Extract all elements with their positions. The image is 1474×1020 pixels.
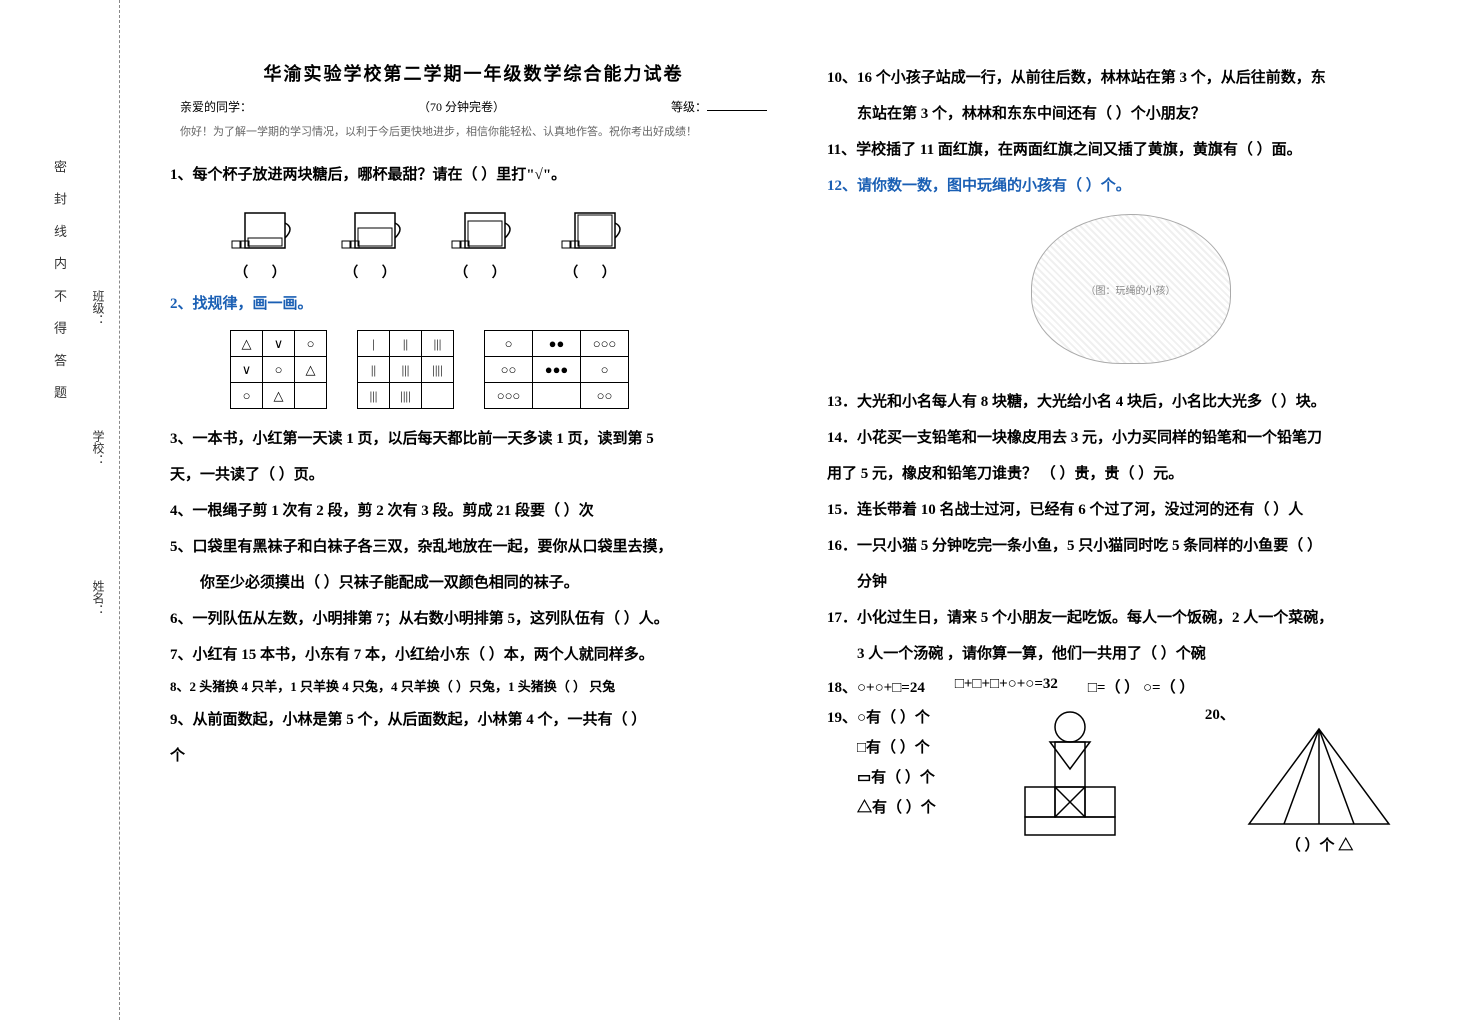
- q20-answer: （ ）个 △: [1286, 834, 1354, 855]
- q20-figure: 20、 （ ）个 △: [1205, 703, 1434, 855]
- q10-line2: 东站在第 3 个，林林和东东中间还有（ ）个小朋友？: [827, 96, 1434, 132]
- q17-line1: 17．小化过生日，请来 5 个小朋友一起吃饭。每人一个饭碗，2 人一个菜碗，: [827, 600, 1434, 636]
- content-columns: 华渝实验学校第二学期一年级数学综合能力试卷 亲爱的同学： （70 分钟完卷） 等…: [120, 0, 1474, 1020]
- q19-figure: [956, 703, 1185, 855]
- q10-line1: 10、16 个小孩子站成一行，从前往后数，林林站在第 3 个，从后往前数，东: [827, 60, 1434, 96]
- duration-label: （70 分钟完卷）: [418, 98, 505, 115]
- q18-eq3: □=（ ） ○=（ ）: [1088, 676, 1194, 697]
- q5-line1: 5、口袋里有黑袜子和白袜子各三双，杂乱地放在一起，要你从口袋里去摸，: [170, 529, 777, 565]
- cup-3: （ ）: [450, 203, 520, 282]
- class-label: 班级：: [90, 290, 107, 326]
- greeting-text: 你好！为了解一学期的学习情况，以利于今后更快地进步，相信你能轻松、认真地作答。祝…: [170, 123, 777, 139]
- q4-text: 4、一根绳子剪 1 次有 2 段，剪 2 次有 3 段。剪成 21 段要（ ）次: [170, 493, 777, 529]
- cups-illustration: （ ） （ ）: [230, 203, 777, 282]
- right-column: 10、16 个小孩子站成一行，从前往后数，林林站在第 3 个，从后往前数，东 东…: [827, 60, 1434, 990]
- q15-text: 15．连长带着 10 名战士过河，已经有 6 个过了河，没过河的还有（ ）人: [827, 492, 1434, 528]
- seal-text: 密 封 线 内 不 得 答 题: [50, 160, 69, 407]
- q13-text: 13．大光和小名每人有 8 块糖，大光给小名 4 块后，小名比大光多（ ）块。: [827, 384, 1434, 420]
- q3-line2: 天，一共读了（ ）页。: [170, 457, 777, 493]
- q12-text: 12、请你数一数，图中玩绳的小孩有（ ）个。: [827, 168, 1434, 204]
- left-column: 华渝实验学校第二学期一年级数学综合能力试卷 亲爱的同学： （70 分钟完卷） 等…: [170, 60, 777, 990]
- pattern-table-1: △∨○ ∨○△ ○△: [230, 330, 327, 409]
- pattern-tables: △∨○ ∨○△ ○△ |||||| ||||||||| ||||||| ○●●○…: [230, 330, 777, 409]
- binding-margin: 姓名： 学校： 班级： 密 封 线 内 不 得 答 题: [0, 0, 120, 1020]
- name-label: 姓名：: [90, 580, 107, 616]
- q18-equations: 18、○+○+□=24 □+□+□+○+○=32 □=（ ） ○=（ ）: [827, 676, 1434, 697]
- q6-text: 6、一列队伍从左数，小明排第 7；从右数小明排第 5，这列队伍有（ ）人。: [170, 601, 777, 637]
- q7-text: 7、小红有 15 本书，小东有 7 本，小红给小东（ ）本，两个人就同样多。: [170, 637, 777, 673]
- cup-4: （ ）: [560, 203, 630, 282]
- q3-line1: 3、一本书，小红第一天读 1 页，以后每天都比前一天多读 1 页，读到第 5: [170, 421, 777, 457]
- q16-line1: 16．一只小猫 5 分钟吃完一条小鱼，5 只小猫同时吃 5 条同样的小鱼要（ ）: [827, 528, 1434, 564]
- q12-illustration: （图：玩绳的小孩）: [827, 214, 1434, 364]
- q8-text: 8、2 头猪换 4 只羊，1 只羊换 4 只兔，4 只羊换（ ）只兔，1 头猪换…: [170, 673, 777, 702]
- pattern-table-2: |||||| ||||||||| |||||||: [357, 330, 454, 409]
- q11-text: 11、学校插了 11 面红旗，在两面红旗之间又插了黄旗，黄旗有（ ）面。: [827, 132, 1434, 168]
- q17-line2: 3 人一个汤碗 ，请你算一算，他们一共用了（ ）个碗: [827, 636, 1434, 672]
- cup-1: （ ）: [230, 203, 300, 282]
- q19-shape-list: 19、○有（ ）个 □有（ ）个 ▭有（ ）个 △有（ ）个: [827, 703, 936, 855]
- page-title: 华渝实验学校第二学期一年级数学综合能力试卷: [170, 60, 777, 86]
- q18-eq1: 18、○+○+□=24: [827, 676, 925, 697]
- q5-line2: 你至少必须摸出（ ）只袜子能配成一双颜色相同的袜子。: [170, 565, 777, 601]
- q1-text: 1、每个杯子放进两块糖后，哪杯最甜？请在（ ）里打"√"。: [170, 157, 777, 193]
- q16-line2: 分钟: [827, 564, 1434, 600]
- cup-2: （ ）: [340, 203, 410, 282]
- q9-line1: 9、从前面数起，小林是第 5 个，从后面数起，小林第 4 个，一共有（ ）: [170, 702, 777, 738]
- q19-q20-row: 19、○有（ ）个 □有（ ）个 ▭有（ ）个 △有（ ）个: [827, 703, 1434, 855]
- q9-line2: 个: [170, 738, 777, 774]
- school-label: 学校：: [90, 430, 107, 466]
- q14-line1: 14．小花买一支铅笔和一块橡皮用去 3 元，小力买同样的铅笔和一个铅笔刀: [827, 420, 1434, 456]
- header-sub-line: 亲爱的同学： （70 分钟完卷） 等级：: [170, 98, 777, 115]
- q2-text: 2、找规律，画一画。: [170, 286, 777, 322]
- q18-eq2: □+□+□+○+○=32: [955, 676, 1058, 697]
- pattern-table-3: ○●●○○○ ○○●●●○ ○○○○○: [484, 330, 629, 409]
- q14-line2: 用了 5 元，橡皮和铅笔刀谁贵？ （ ）贵，贵（ ）元。: [827, 456, 1434, 492]
- grade-label: 等级：: [671, 98, 767, 115]
- dear-label: 亲爱的同学：: [180, 98, 252, 115]
- q20-label: 20、: [1205, 703, 1235, 724]
